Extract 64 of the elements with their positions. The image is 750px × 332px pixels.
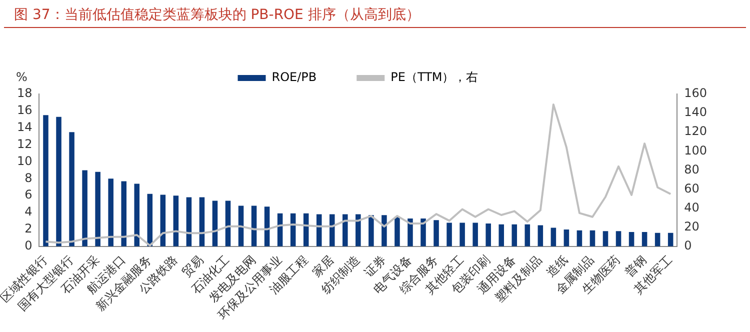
bar [668, 232, 674, 246]
bar [342, 214, 348, 246]
legend-label: PE（TTM），右 [390, 70, 478, 84]
bar [616, 231, 622, 246]
bar [446, 222, 452, 246]
bar [642, 232, 648, 246]
y2-tick-label: 80 [684, 162, 700, 176]
bar [43, 115, 48, 246]
y-tick-label: 0 [24, 238, 32, 253]
y2-tick-label: 140 [684, 105, 707, 120]
bar [368, 215, 374, 246]
y-axis-title: % [16, 70, 28, 84]
bar [382, 215, 387, 246]
bar [95, 172, 100, 246]
bar [69, 132, 74, 246]
bar [512, 224, 518, 246]
bar [420, 218, 426, 246]
bar [356, 214, 361, 246]
y2-tick-label: 100 [684, 143, 707, 158]
legend-label: ROE/PB [272, 70, 317, 84]
bar [628, 232, 634, 246]
bar [434, 220, 439, 246]
bar [121, 181, 126, 246]
bar [408, 218, 413, 246]
bar [460, 222, 465, 246]
bar [486, 224, 491, 246]
y-tick-label: 4 [24, 204, 32, 219]
bar [173, 196, 179, 246]
y2-tick-label: 20 [684, 219, 700, 234]
y-tick-label: 18 [16, 86, 32, 100]
bar [564, 229, 570, 246]
y2-tick-label: 0 [684, 238, 692, 253]
bar [56, 116, 62, 246]
bar [590, 230, 596, 246]
bar [134, 184, 140, 246]
bar [225, 200, 231, 246]
bar [329, 214, 335, 246]
y-tick-label: 10 [16, 154, 32, 168]
bar [602, 231, 608, 246]
bar [472, 222, 478, 246]
bar [524, 224, 530, 246]
bar [212, 200, 218, 246]
y2-tick-label: 120 [684, 124, 707, 138]
y2-tick-label: 40 [684, 200, 700, 214]
y-tick-label: 14 [16, 120, 32, 134]
y2-tick-label: 160 [684, 86, 707, 100]
y-tick-label: 6 [24, 188, 32, 202]
bar [538, 225, 544, 246]
bar [394, 216, 400, 246]
y-tick-label: 12 [16, 136, 32, 151]
y-tick-label: 2 [24, 222, 32, 236]
bar [550, 228, 556, 246]
bar [108, 178, 114, 246]
bar [186, 197, 192, 246]
y-tick-label: 8 [24, 170, 32, 185]
bar [498, 224, 504, 246]
bar [82, 170, 88, 246]
bar [576, 230, 582, 246]
bar [147, 194, 153, 246]
y2-tick-label: 60 [684, 181, 700, 196]
y-tick-label: 16 [16, 103, 32, 118]
bar [654, 232, 660, 246]
bar [199, 197, 205, 246]
chart-title: 图 37：当前低估值稳定类蓝筹板块的 PB-ROE 排序（从高到底） [4, 0, 746, 28]
